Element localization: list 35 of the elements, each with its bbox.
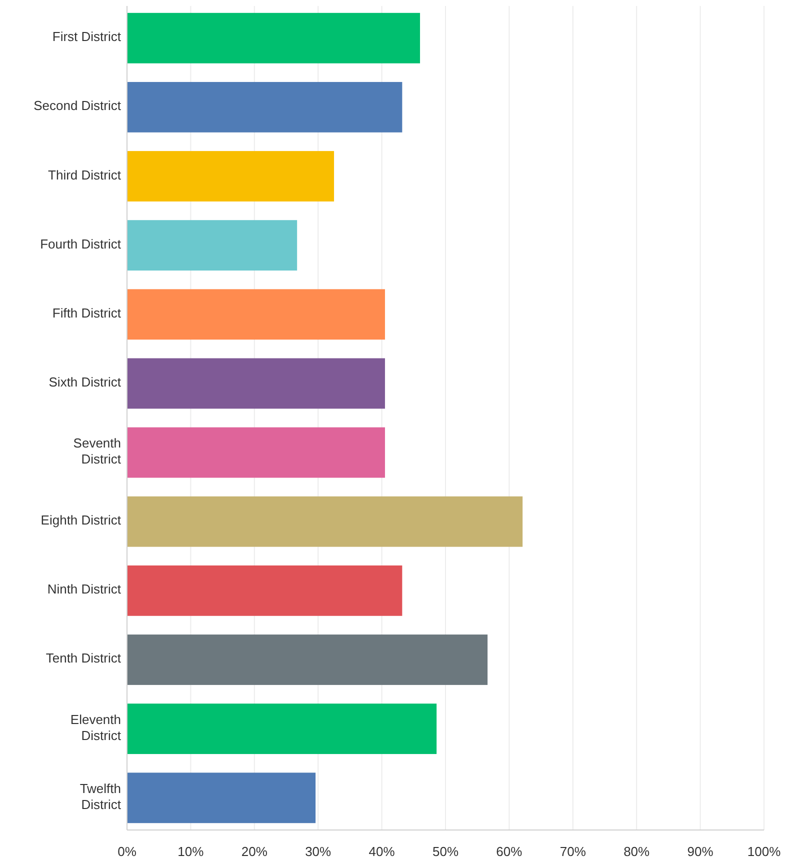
x-tick-label: 40% bbox=[368, 844, 396, 859]
bar bbox=[127, 82, 402, 132]
bar bbox=[127, 358, 385, 409]
bar bbox=[127, 704, 437, 754]
x-tick-label: 70% bbox=[560, 844, 586, 859]
y-tick-label: First District bbox=[52, 30, 122, 45]
x-tick-label: 30% bbox=[305, 844, 332, 859]
x-tick-label: 50% bbox=[432, 844, 459, 859]
y-tick-label: Second District bbox=[34, 98, 122, 114]
bar bbox=[127, 220, 298, 271]
x-tick-label: 20% bbox=[241, 844, 268, 859]
y-tick-label: Seventh District bbox=[73, 436, 122, 467]
bar bbox=[127, 12, 420, 64]
y-tick-label: Third District bbox=[48, 168, 122, 183]
y-tick-label: Eighth District bbox=[40, 513, 122, 528]
bar bbox=[127, 289, 385, 340]
bar bbox=[127, 496, 523, 547]
x-tick-label: 90% bbox=[687, 844, 714, 859]
x-tick-label: 60% bbox=[496, 844, 523, 859]
bar bbox=[127, 565, 402, 616]
y-tick-label: Ninth District bbox=[47, 582, 122, 598]
y-tick-label: Eleventh District bbox=[70, 712, 122, 744]
bar bbox=[127, 772, 316, 824]
y-tick-label: Fourth District bbox=[40, 236, 122, 252]
y-tick-label: Twelfth District bbox=[80, 781, 122, 812]
x-tick-label: 100% bbox=[747, 844, 782, 859]
x-tick-label: 10% bbox=[178, 844, 204, 859]
y-tick-label: Sixth District bbox=[48, 374, 122, 390]
x-tick-label: 0% bbox=[118, 844, 137, 859]
y-tick-label: Fifth District bbox=[52, 306, 122, 321]
bar bbox=[127, 151, 334, 202]
y-tick-label: Tenth District bbox=[46, 651, 122, 666]
bar bbox=[127, 427, 385, 478]
x-tick-label: 80% bbox=[624, 844, 650, 859]
bar bbox=[127, 634, 488, 685]
